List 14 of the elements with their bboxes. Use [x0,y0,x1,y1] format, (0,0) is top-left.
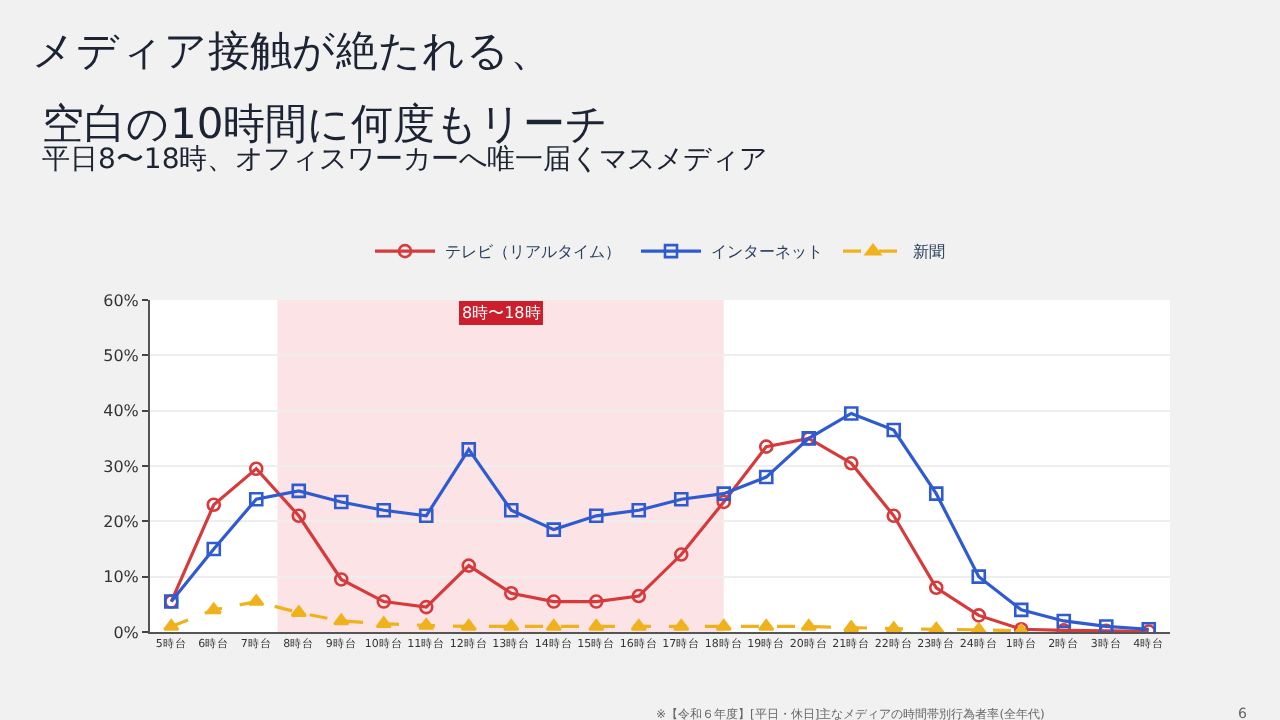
chart-title: メディア接触が絶たれる、 [32,27,552,76]
y-tick-label: 60% [103,291,140,310]
y-tick-label: 30% [103,457,140,476]
legend-label: テレビ（リアルタイム） [445,243,621,262]
y-tick-label: 40% [103,402,140,421]
y-tick-label: 10% [103,568,140,587]
legend-label: インターネット [711,243,823,262]
legend-label: 新聞 [913,243,945,262]
text: 空白の10時間に何度もリーチ [42,100,610,148]
band-label: 8時〜18時 [462,304,541,322]
y-tick-label: 50% [103,346,140,365]
y-tick-label: 20% [103,512,140,531]
chart-subtitle: 平日8〜18時、オフィスワーカーへ唯一届くマスメディア [42,144,768,176]
y-tick-label: 0% [113,623,140,642]
